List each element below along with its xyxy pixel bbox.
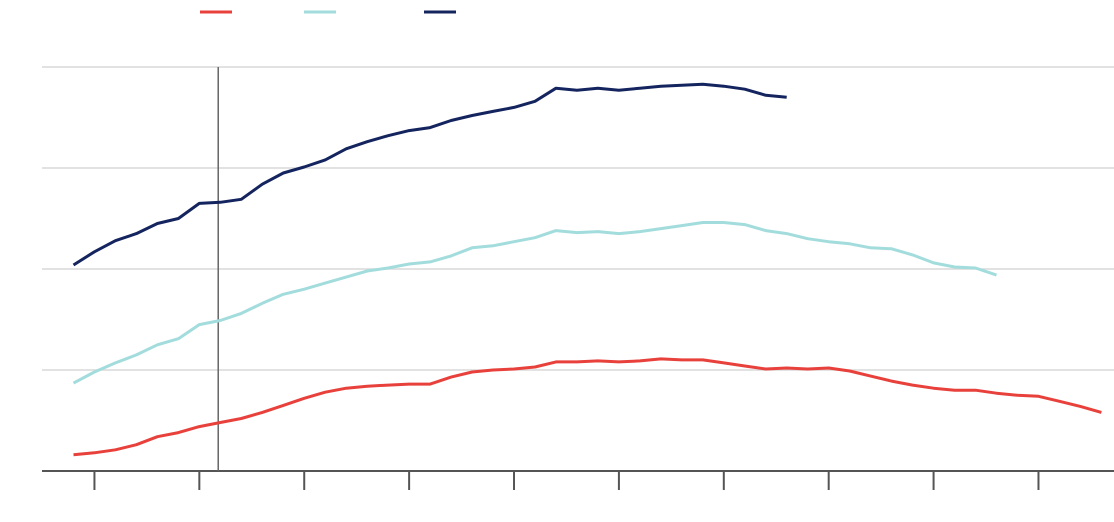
line-series	[72, 82, 787, 267]
line-series	[73, 357, 1102, 457]
line-series	[72, 221, 997, 385]
